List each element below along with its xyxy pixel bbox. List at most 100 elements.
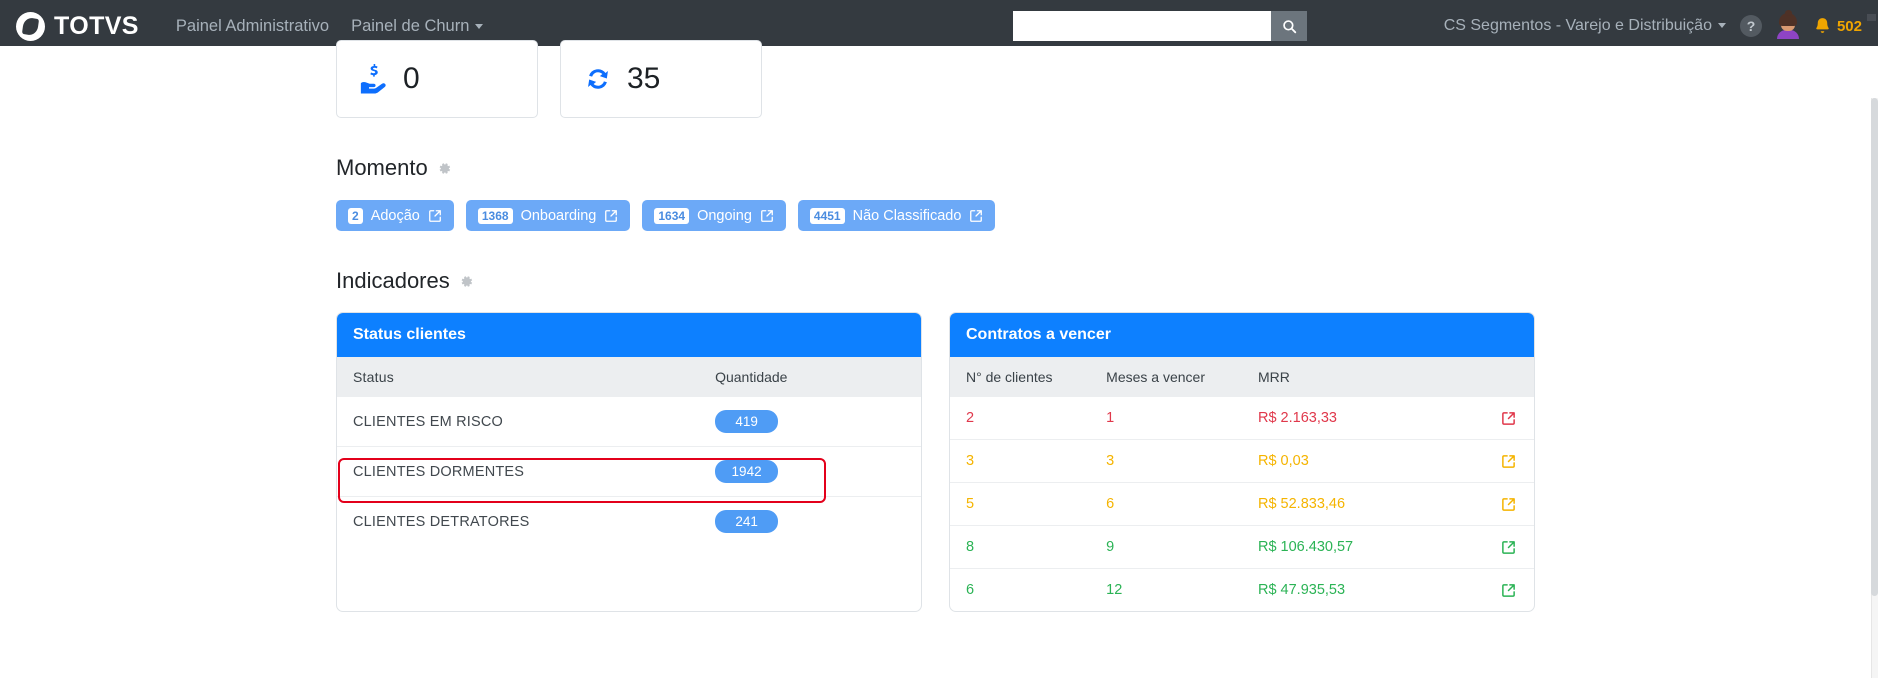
table-row[interactable]: 2 1 R$ 2.163,33 bbox=[950, 397, 1534, 440]
momento-chip-ongoing[interactable]: 1634 Ongoing bbox=[642, 200, 786, 231]
external-link-icon[interactable] bbox=[1501, 454, 1516, 469]
cell-action bbox=[1485, 525, 1534, 569]
notification-count: 502 bbox=[1836, 17, 1862, 35]
momento-chip-row: 2 Adoção 1368 Onboarding 1634 Ongoing bbox=[336, 200, 1878, 231]
panel-status-clientes: Status clientes Status Quantidade CLIENT… bbox=[336, 312, 922, 612]
table-row[interactable]: 5 6 R$ 52.833,46 bbox=[950, 482, 1534, 526]
cell-status: CLIENTES EM RISCO bbox=[353, 413, 504, 430]
refresh-cycle-icon bbox=[588, 69, 608, 89]
cell-mrr: R$ 47.935,53 bbox=[1241, 568, 1485, 611]
status-badge: 1942 bbox=[715, 460, 779, 483]
cell-quantidade: 1942 bbox=[699, 446, 921, 497]
external-link-icon bbox=[760, 209, 773, 222]
external-link-icon bbox=[605, 209, 618, 222]
chip-count: 1634 bbox=[654, 207, 690, 224]
table-row-highlighted[interactable]: CLIENTES DORMENTES 1942 bbox=[337, 446, 921, 497]
external-link-icon bbox=[970, 209, 983, 222]
column-header-actions bbox=[1485, 357, 1534, 397]
momento-chip-onboarding[interactable]: 1368 Onboarding bbox=[465, 200, 631, 231]
column-header-quantidade: Quantidade bbox=[699, 357, 921, 397]
brand-name: TOTVS bbox=[54, 11, 139, 40]
chip-label: Ongoing bbox=[697, 207, 752, 224]
brand-logo[interactable]: TOTVS bbox=[16, 11, 139, 41]
panel-title: Status clientes bbox=[337, 313, 921, 357]
external-link-icon[interactable] bbox=[1501, 583, 1516, 598]
account-selector-label: CS Segmentos - Varejo e Distribuição bbox=[1443, 17, 1712, 34]
momento-title: Momento bbox=[336, 155, 428, 180]
hand-holding-dollar-icon bbox=[360, 64, 386, 94]
column-header-mrr: MRR bbox=[1241, 357, 1485, 397]
momento-chip-nao-classificado[interactable]: 4451 Não Classificado bbox=[797, 200, 996, 231]
cell-meses: 9 bbox=[1090, 525, 1242, 569]
table-header-row: N° de clientes Meses a vencer MRR bbox=[950, 357, 1534, 397]
status-badge: 241 bbox=[715, 510, 779, 533]
cell-meses: 3 bbox=[1090, 439, 1242, 483]
indicadores-section-header: Indicadores bbox=[336, 268, 1878, 294]
cell-mrr: R$ 52.833,46 bbox=[1241, 482, 1485, 526]
status-clientes-table: Status Quantidade CLIENTES EM RISCO 419 … bbox=[337, 357, 921, 546]
account-selector[interactable]: CS Segmentos - Varejo e Distribuição bbox=[1444, 17, 1726, 35]
chip-count: 2 bbox=[348, 207, 363, 224]
notifications-button[interactable]: 502 bbox=[1814, 17, 1862, 35]
kpi-card-revenue: 0 bbox=[336, 40, 538, 118]
cell-action bbox=[1485, 439, 1534, 483]
user-avatar-icon[interactable] bbox=[1776, 10, 1800, 39]
top-navbar: TOTVS Painel Administrativo Painel de Ch… bbox=[0, 0, 1878, 52]
cell-meses: 6 bbox=[1090, 482, 1242, 526]
column-header-n-clientes: N° de clientes bbox=[950, 357, 1091, 397]
cell-meses: 12 bbox=[1090, 568, 1242, 611]
chip-label: Não Classificado bbox=[852, 207, 962, 224]
cell-n-clientes: 3 bbox=[950, 439, 1091, 483]
cell-quantidade: 241 bbox=[699, 496, 921, 546]
chip-label: Onboarding bbox=[520, 207, 597, 224]
bell-icon bbox=[1816, 18, 1829, 33]
table-row[interactable]: 3 3 R$ 0,03 bbox=[950, 439, 1534, 483]
chip-label: Adoção bbox=[370, 207, 420, 224]
status-badge: 419 bbox=[715, 410, 779, 433]
cell-meses: 1 bbox=[1106, 410, 1115, 426]
indicator-panels: Status clientes Status Quantidade CLIENT… bbox=[336, 312, 1878, 612]
table-row[interactable]: 8 9 R$ 106.430,57 bbox=[950, 525, 1534, 569]
search-button[interactable] bbox=[1271, 11, 1307, 41]
table-row[interactable]: CLIENTES DETRATORES 241 bbox=[337, 496, 921, 546]
nav-link-painel-administrativo[interactable]: Painel Administrativo bbox=[175, 16, 330, 35]
external-link-icon bbox=[428, 209, 441, 222]
page-content: 0 35 Momento 2 Adoção 1368 On bbox=[0, 40, 1878, 678]
cell-action bbox=[1485, 482, 1534, 526]
chip-count: 1368 bbox=[477, 207, 513, 224]
chevron-down-icon bbox=[475, 23, 484, 29]
cell-mrr: R$ 106.430,57 bbox=[1241, 525, 1485, 569]
kpi-card-renewals: 35 bbox=[560, 40, 762, 118]
panel-contratos-a-vencer: Contratos a vencer N° de clientes Meses … bbox=[949, 312, 1535, 612]
nav-link-painel-de-churn[interactable]: Painel de Churn bbox=[340, 11, 494, 42]
momento-chip-adocao[interactable]: 2 Adoção bbox=[336, 200, 454, 231]
cell-status: CLIENTES DORMENTES bbox=[337, 446, 700, 497]
external-link-icon[interactable] bbox=[1501, 497, 1516, 512]
gear-icon[interactable] bbox=[459, 274, 474, 289]
help-icon[interactable]: ? bbox=[1739, 15, 1762, 37]
table-row[interactable]: 6 12 R$ 47.935,53 bbox=[950, 568, 1534, 611]
cell-quantidade: 419 bbox=[699, 397, 921, 447]
search-input[interactable] bbox=[1013, 11, 1271, 41]
chevron-down-icon bbox=[1717, 23, 1726, 29]
cell-status: CLIENTES DETRATORES bbox=[337, 496, 700, 546]
cell-mrr: R$ 0,03 bbox=[1241, 439, 1485, 483]
nav-link-painel-de-churn-label: Painel de Churn bbox=[351, 16, 470, 35]
cell-n-clientes: 2 bbox=[966, 410, 975, 426]
search-icon bbox=[1282, 19, 1296, 33]
cell-action bbox=[1485, 568, 1534, 611]
cell-mrr: R$ 2.163,33 bbox=[1257, 410, 1337, 426]
kpi-card-row: 0 35 bbox=[336, 40, 1878, 118]
cell-n-clientes: 8 bbox=[950, 525, 1091, 569]
external-link-icon[interactable] bbox=[1501, 411, 1516, 426]
page-scrollbar-thumb[interactable] bbox=[1871, 98, 1878, 596]
indicadores-title: Indicadores bbox=[336, 268, 450, 293]
gear-icon[interactable] bbox=[437, 161, 452, 176]
kpi-value-revenue: 0 bbox=[403, 62, 420, 95]
table-row[interactable]: CLIENTES EM RISCO 419 bbox=[337, 397, 921, 447]
navbar-right-group: CS Segmentos - Varejo e Distribuição ? 5… bbox=[1444, 0, 1862, 52]
totvs-logo-icon bbox=[16, 11, 45, 41]
table-header-row: Status Quantidade bbox=[337, 357, 921, 397]
external-link-icon[interactable] bbox=[1501, 540, 1516, 555]
contratos-a-vencer-table: N° de clientes Meses a vencer MRR 2 1 R$… bbox=[950, 357, 1534, 611]
